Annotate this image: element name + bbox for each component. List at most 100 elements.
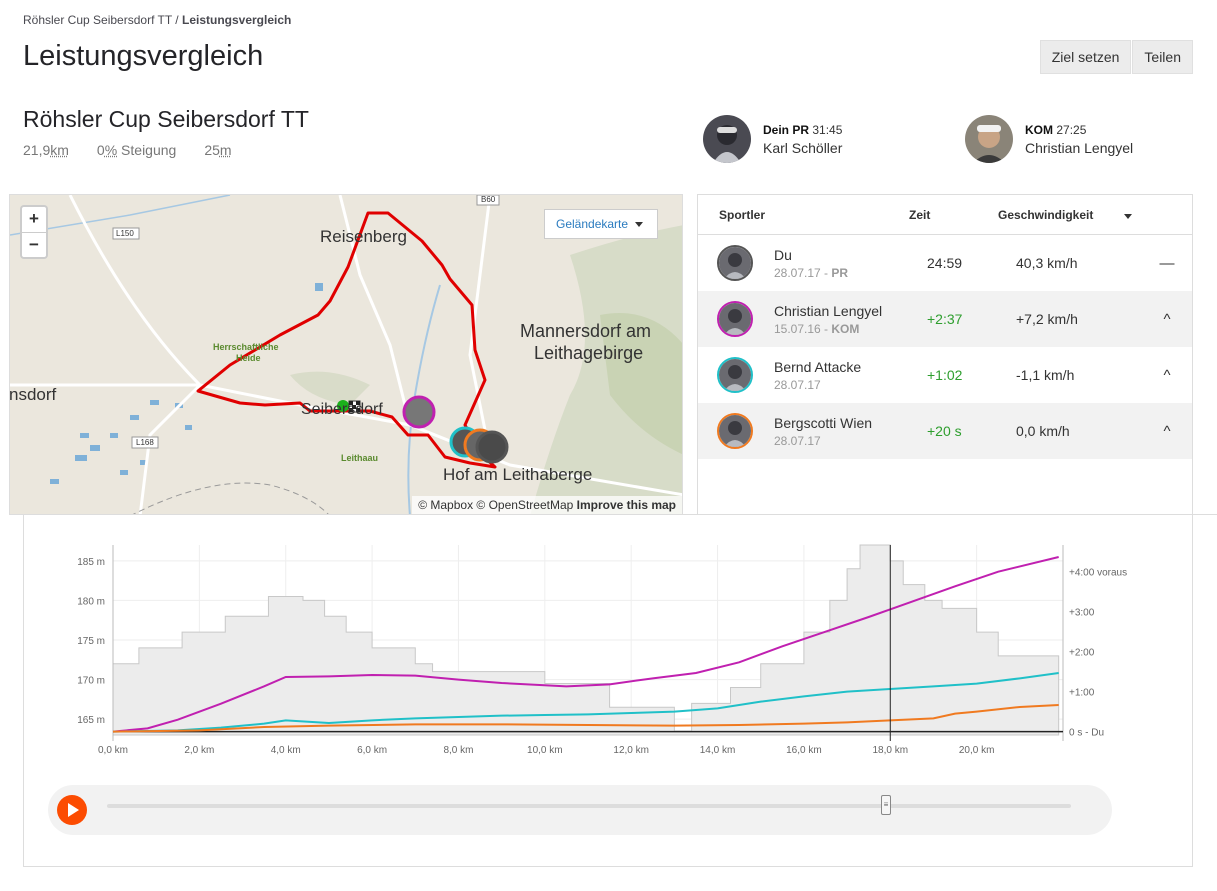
x-tick-label: 8,0 km — [443, 745, 473, 756]
elevation-tick-label: 165 m — [77, 715, 105, 726]
kom-time: 27:25 — [1056, 122, 1087, 137]
finish-flag-icon — [348, 400, 361, 413]
playback-bar: ≡ — [48, 785, 1112, 835]
play-icon[interactable] — [57, 795, 87, 825]
pr-athlete[interactable]: Karl Schöller — [763, 139, 843, 156]
header-time: Zeit — [909, 207, 931, 222]
comparison-chart[interactable]: 0,0 km 2,0 km 4,0 km 6,0 km 8,0 km 10,0 km 12,… — [23, 515, 1193, 785]
athlete-info: Christian Lengyel 15.07.16 - KOM — [774, 303, 927, 336]
segment-name: Röhsler Cup Seibersdorf TT — [23, 106, 309, 132]
table-row[interactable]: Bergscotti Wien 28.07.17 +20 s 0,0 km/h ^ — [698, 403, 1192, 459]
table-row[interactable]: Du 28.07.17 - PR 24:59 40,3 km/h — — [698, 235, 1192, 291]
zoom-out-button[interactable]: − — [22, 232, 46, 257]
athlete-info: Du 28.07.17 - PR — [774, 247, 927, 280]
avatar[interactable] — [717, 245, 753, 281]
kom-athlete[interactable]: Christian Lengyel — [1025, 139, 1134, 156]
athlete-name[interactable]: Bernd Attacke — [774, 358, 862, 375]
map-label: Mannersdorf am — [520, 321, 652, 341]
x-tick-label: 4,0 km — [271, 745, 301, 756]
park-area — [290, 371, 370, 405]
chevron-up-icon[interactable]: ^ — [1163, 422, 1171, 440]
athlete-name[interactable]: Christian Lengyel — [774, 302, 883, 319]
share-button[interactable]: Teilen — [1132, 40, 1193, 74]
x-tick-label: 2,0 km — [184, 745, 214, 756]
set-goal-button[interactable]: Ziel setzen — [1039, 40, 1132, 74]
hill-terrain — [530, 225, 682, 514]
start-marker — [337, 400, 349, 412]
road-label: L168 — [136, 438, 154, 447]
river — [407, 284, 441, 514]
header-athlete: Sportler — [719, 207, 766, 222]
effort-date: 15.07.16 - KOM — [774, 321, 860, 336]
gap-tick-label: +3:00 — [1069, 608, 1095, 619]
athlete-name[interactable]: Bergscotti Wien — [774, 414, 873, 431]
breadcrumb-parent-link[interactable]: Röhsler Cup Seibersdorf TT — [23, 13, 172, 27]
athlete-name[interactable]: Du — [774, 246, 792, 263]
zoom-control: + − — [20, 205, 48, 259]
effort-badge: KOM — [831, 321, 860, 336]
border-line — [132, 482, 329, 514]
breadcrumb: Röhsler Cup Seibersdorf TT / Leistungsve… — [23, 13, 291, 27]
effort-speed: 40,3 km/h — [1016, 255, 1078, 271]
effort-time: +1:02 — [927, 367, 963, 383]
effort-date: 28.07.17 — [774, 377, 821, 392]
header-speed[interactable]: Geschwindigkeit — [998, 207, 1094, 222]
playback-handle[interactable]: ≡ — [881, 795, 891, 815]
map-attribution: © Mapbox © OpenStreetMap Improve this ma… — [412, 496, 682, 514]
table-row[interactable]: Christian Lengyel 15.07.16 - KOM +2:37 +7,2… — [698, 291, 1192, 347]
segment-map[interactable]: Reisenberg Mannersdorf am Leithagebirge … — [9, 194, 683, 515]
rider-marker[interactable] — [402, 395, 436, 429]
map-label: Leithaau — [341, 453, 379, 463]
chevron-up-icon[interactable]: ^ — [1163, 366, 1171, 384]
map-label: Seibersdorf — [301, 401, 383, 418]
chevron-up-icon[interactable]: ^ — [1163, 310, 1171, 328]
pr-time: 31:45 — [812, 122, 843, 137]
comparison-table: Sportler Zeit Geschwindigkeit Du 28.07.17… — [697, 194, 1193, 515]
attribution-text[interactable]: © Mapbox © OpenStreetMap — [418, 498, 577, 512]
gap-tick-label: +2:00 — [1069, 648, 1095, 659]
elevation-tick-label: 170 m — [77, 676, 105, 687]
avatar-cell — [698, 301, 774, 337]
table-row[interactable]: Bernd Attacke 28.07.17 +1:02 -1,1 km/h ^ — [698, 347, 1192, 403]
rider-marker[interactable] — [475, 430, 509, 464]
terrain-dropdown[interactable]: Geländekarte — [544, 209, 658, 239]
segment-elevation: 25m — [204, 142, 232, 158]
avatar-cell — [698, 357, 774, 393]
athlete-info: Bernd Attacke 28.07.17 — [774, 359, 927, 392]
gap-tick-label: 0 s - Du — [1069, 728, 1104, 739]
map-label: Herrschaftliche — [213, 342, 279, 352]
kom-label: KOM — [1025, 122, 1053, 137]
improve-map-link[interactable]: Improve this map — [576, 498, 676, 512]
map-label: nsdorf — [9, 385, 57, 404]
pr-label: Dein PR — [763, 122, 810, 137]
divider — [9, 514, 1217, 515]
elevation-tick-label: 180 m — [77, 596, 105, 607]
effort-time: +20 s — [927, 423, 962, 439]
avatar[interactable] — [717, 413, 753, 449]
map-label: Heide — [236, 353, 261, 363]
effort-speed: -1,1 km/h — [1016, 367, 1075, 383]
x-tick-label: 16,0 km — [786, 745, 822, 756]
avatar[interactable] — [965, 115, 1013, 163]
segment-stats: 21,9km 0% Steigung 25m — [23, 142, 232, 158]
roads — [10, 195, 682, 514]
x-tick-label: 20,0 km — [959, 745, 995, 756]
segment-route — [196, 211, 497, 469]
chart-container — [23, 515, 1193, 867]
sort-caret-icon[interactable] — [1124, 208, 1132, 222]
avatar-cell — [698, 245, 774, 281]
pr-summary: Dein PR 31:45 Karl Schöller — [703, 115, 842, 163]
playback-track[interactable] — [107, 804, 1071, 808]
effort-speed: 0,0 km/h — [1016, 423, 1070, 439]
avatar[interactable] — [717, 301, 753, 337]
caret-down-icon — [635, 222, 644, 228]
zoom-in-button[interactable]: + — [29, 209, 39, 228]
avatar-cell — [698, 413, 774, 449]
minus-icon[interactable]: — — [1159, 254, 1175, 272]
athlete-info: Bergscotti Wien 28.07.17 — [774, 415, 927, 448]
map-label: Leithagebirge — [534, 343, 644, 363]
avatar[interactable] — [703, 115, 751, 163]
avatar[interactable] — [717, 357, 753, 393]
map-canvas — [10, 195, 682, 514]
kom-summary: KOM 27:25 Christian Lengyel — [965, 115, 1133, 163]
